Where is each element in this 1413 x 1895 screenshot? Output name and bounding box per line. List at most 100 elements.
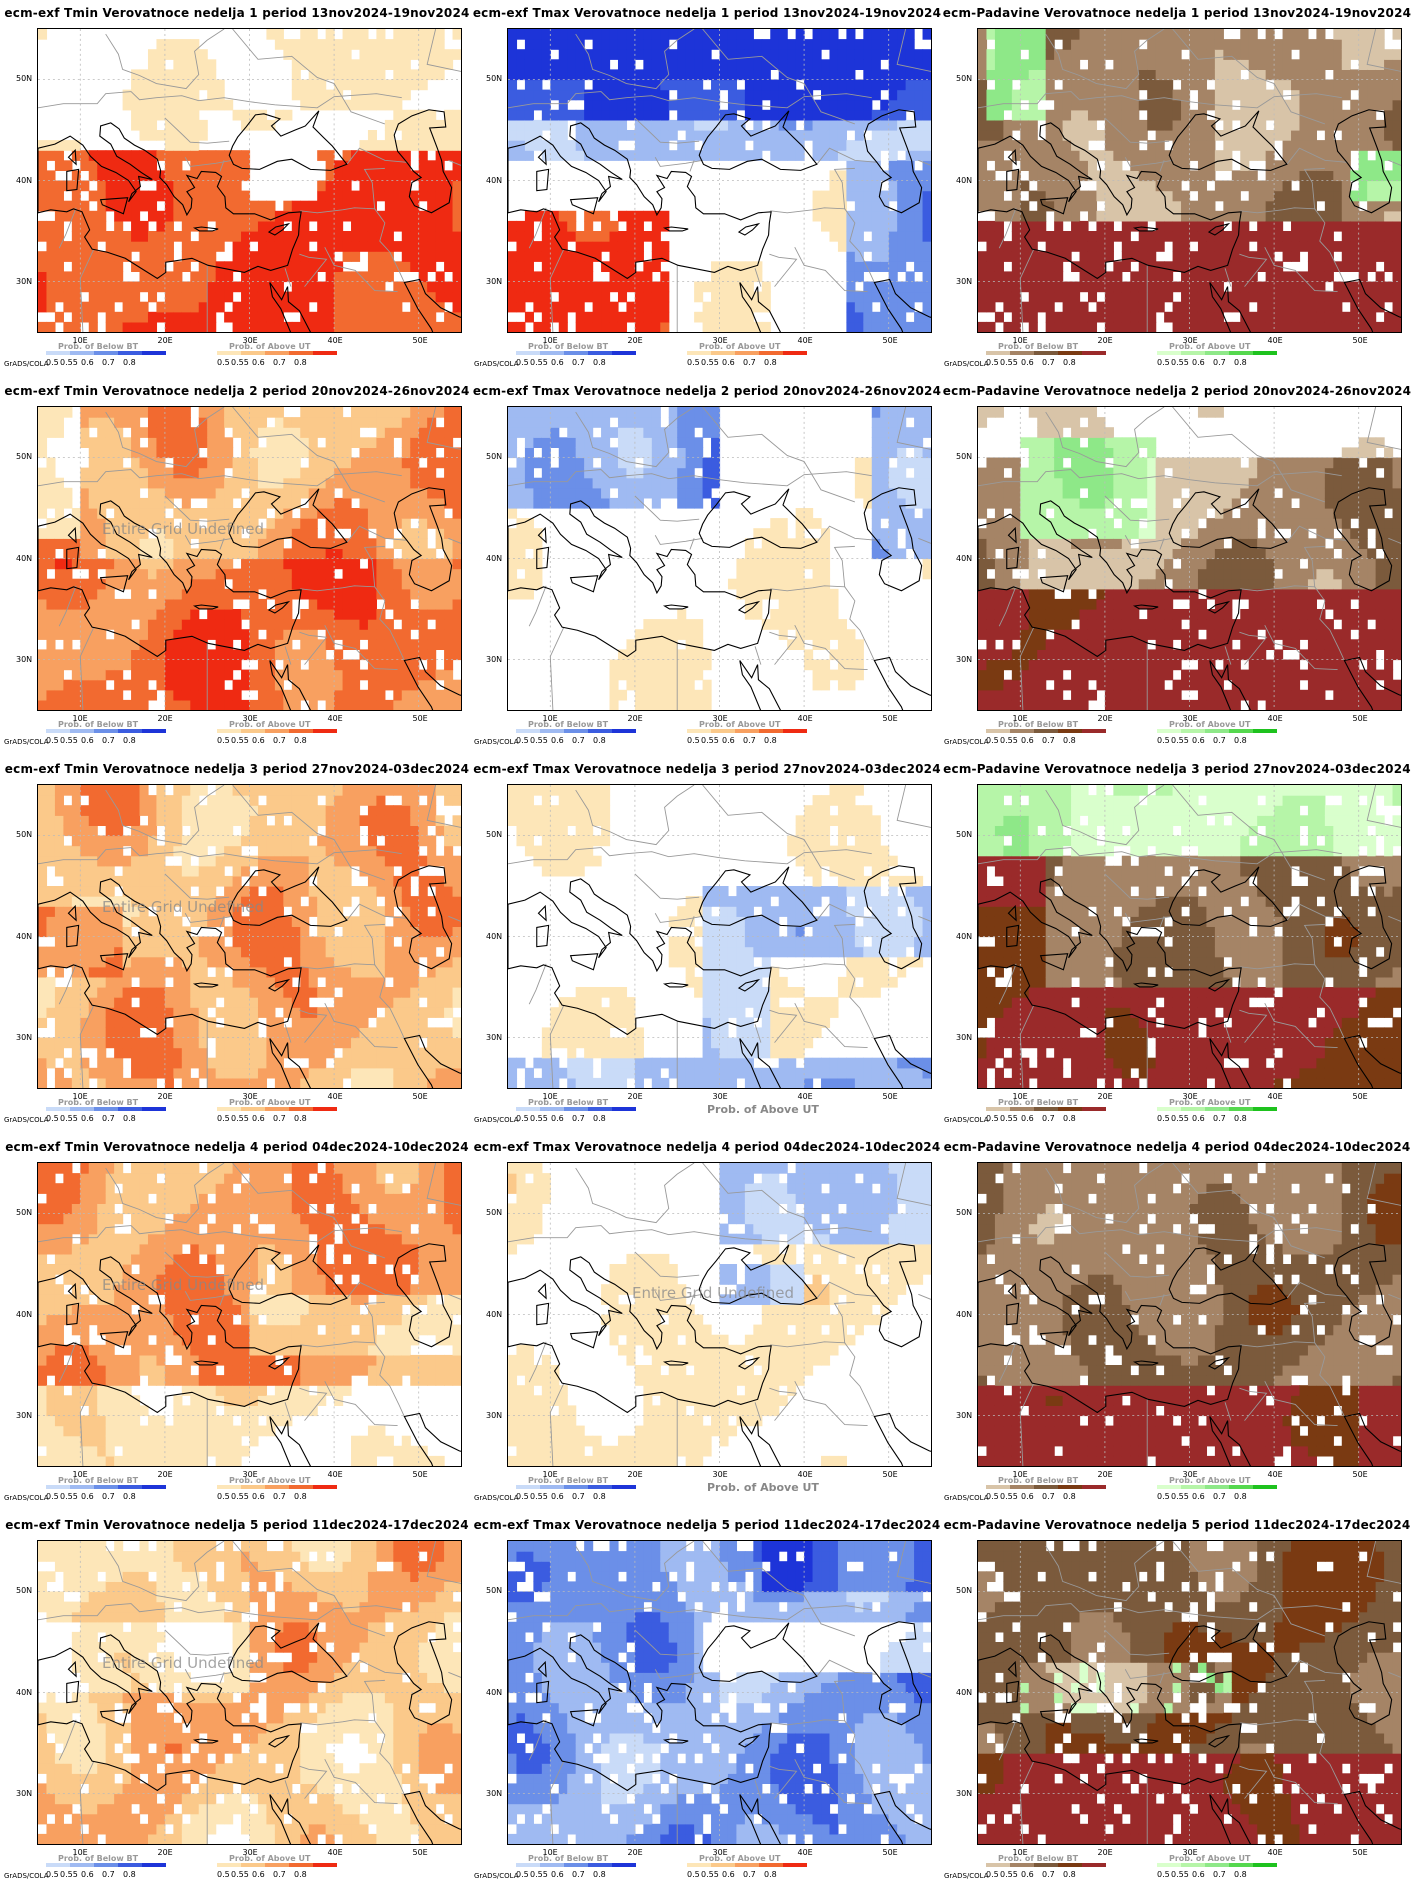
- probability-cell: [427, 69, 437, 81]
- probability-cell: [1189, 69, 1199, 81]
- probability-cell: [207, 271, 217, 283]
- probability-cell: [71, 140, 81, 151]
- probability-cell: [1147, 109, 1157, 121]
- probability-cell: [1358, 180, 1368, 192]
- probability-cell: [770, 119, 780, 131]
- probability-cell: [541, 140, 551, 151]
- probability-cell: [922, 59, 931, 70]
- probability-cell: [1375, 251, 1385, 262]
- country-border: [998, 207, 1017, 249]
- probability-cell: [359, 79, 369, 91]
- probability-cell: [905, 89, 915, 101]
- probability-cell: [418, 140, 428, 151]
- probability-cell: [1130, 301, 1140, 313]
- probability-cell: [736, 59, 746, 70]
- probability-cell: [139, 261, 149, 272]
- probability-cell: [829, 220, 839, 232]
- probability-cell: [105, 689, 115, 701]
- probability-cell: [418, 437, 428, 448]
- probability-cell: [1265, 180, 1275, 192]
- coastline: [67, 148, 77, 166]
- probability-cell: [1181, 160, 1191, 172]
- probability-cell: [1130, 311, 1140, 323]
- probability-cell: [207, 588, 217, 600]
- probability-cell: [694, 119, 704, 131]
- probability-cell: [131, 477, 141, 489]
- probability-cell: [922, 69, 931, 81]
- probability-cell: [1206, 230, 1216, 242]
- probability-cell: [1341, 241, 1351, 252]
- probability-cell: [922, 200, 931, 212]
- probability-cell: [54, 659, 64, 671]
- probability-cell: [1392, 230, 1401, 242]
- probability-cell: [351, 669, 361, 681]
- probability-cell: [541, 241, 551, 252]
- probability-cell: [601, 150, 611, 161]
- probability-cell: [181, 220, 191, 232]
- probability-cell: [1087, 291, 1098, 303]
- probability-cell: [986, 130, 996, 141]
- probability-cell: [1307, 200, 1317, 212]
- probability-cell: [300, 59, 310, 70]
- probability-cell: [770, 59, 780, 70]
- probability-cell: [164, 619, 174, 630]
- probability-cell: [651, 230, 661, 242]
- probability-cell: [198, 508, 208, 519]
- probability-cell: [1087, 29, 1098, 40]
- probability-cell: [854, 311, 864, 323]
- colorbar-swatch: [70, 729, 94, 733]
- probability-cell: [139, 588, 149, 600]
- probability-cell: [978, 59, 988, 70]
- probability-cell: [795, 69, 805, 81]
- probability-cell: [685, 29, 695, 40]
- probability-cell: [291, 669, 301, 681]
- probability-cell: [1079, 79, 1089, 91]
- probability-cell: [1003, 251, 1013, 262]
- probability-cell: [1333, 99, 1343, 111]
- probability-cell: [727, 99, 738, 111]
- probability-cell: [393, 150, 403, 161]
- probability-cell: [601, 49, 611, 60]
- probability-cell: [626, 29, 636, 40]
- probability-cell: [105, 311, 115, 323]
- probability-cell: [1037, 291, 1047, 303]
- coastline: [66, 546, 80, 570]
- probability-cell: [114, 508, 124, 519]
- probability-cell: [1164, 130, 1174, 141]
- probability-cell: [1079, 271, 1089, 283]
- probability-cell: [533, 130, 543, 141]
- probability-cell: [1223, 200, 1233, 212]
- probability-cell: [1316, 190, 1326, 202]
- probability-cell: [266, 639, 276, 650]
- probability-cell: [1155, 291, 1165, 303]
- probability-cell: [232, 679, 242, 691]
- probability-cell: [114, 311, 124, 323]
- probability-cell: [249, 301, 259, 313]
- probability-cell: [317, 210, 327, 222]
- probability-cell: [634, 210, 644, 222]
- probability-cell: [1206, 241, 1216, 252]
- probability-cell: [1240, 89, 1250, 101]
- probability-cell: [105, 568, 115, 580]
- probability-cell: [308, 669, 318, 681]
- probability-cell: [533, 79, 543, 91]
- probability-cell: [257, 598, 268, 610]
- probability-cell: [1020, 160, 1030, 172]
- probability-cell: [97, 467, 107, 479]
- probability-cell: [351, 477, 361, 489]
- probability-cell: [1367, 210, 1377, 222]
- probability-cell: [1104, 49, 1114, 60]
- probability-cell: [592, 59, 602, 70]
- probability-cell: [452, 528, 461, 539]
- probability-cell: [198, 407, 208, 418]
- probability-cell: [342, 699, 352, 710]
- probability-cell: [418, 608, 428, 620]
- probability-cell: [190, 588, 200, 600]
- probability-cell: [190, 437, 200, 448]
- probability-cell: [173, 69, 183, 81]
- probability-cell: [1172, 170, 1182, 182]
- colorbar-swatch: [94, 729, 118, 733]
- probability-cell: [1367, 281, 1377, 293]
- country-border: [448, 537, 461, 544]
- probability-cell: [190, 447, 200, 459]
